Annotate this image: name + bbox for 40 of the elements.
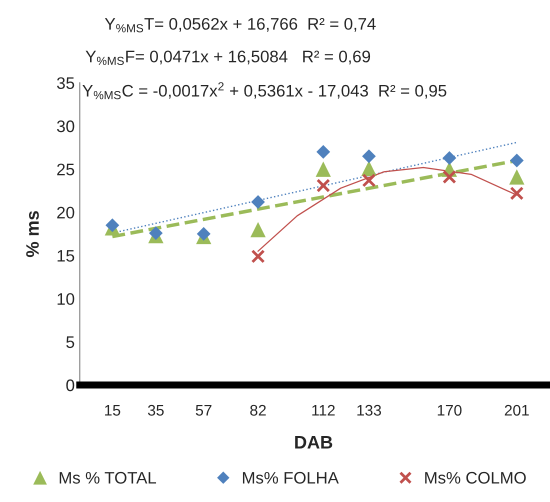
legend-label: Ms % TOTAL	[60, 472, 156, 484]
point	[442, 170, 456, 184]
y-axis-title: % ms	[26, 211, 39, 258]
x-tick-label: 82	[250, 404, 266, 416]
point	[316, 145, 330, 159]
y-tick-label: 0	[66, 379, 74, 392]
y-tick-label: 10	[58, 293, 74, 305]
point	[148, 226, 163, 240]
x-tick-label: 170	[438, 404, 462, 416]
point	[251, 249, 265, 264]
legend-label: Ms% COLMO	[425, 472, 526, 484]
point	[316, 178, 330, 193]
x-tick-label: 133	[357, 404, 382, 416]
point	[362, 149, 376, 164]
text: Y$_{%MS}$T= 0,0562x + 16,766 R² = 0,74	[104, 18, 376, 32]
x-axis-title: DAB	[295, 436, 332, 448]
x-tick-label: 201	[504, 404, 529, 416]
point	[250, 222, 266, 238]
x-tick-label: 15	[105, 405, 120, 416]
y-tick-label: 35	[56, 77, 74, 90]
point	[105, 218, 120, 232]
x-tick-label: 35	[148, 404, 164, 416]
y-tick-label: 15	[58, 250, 74, 262]
x-tick-label: 112	[312, 404, 335, 416]
point	[442, 151, 456, 165]
point	[316, 162, 331, 177]
y-tick-label: 5	[66, 336, 74, 348]
point	[510, 186, 524, 200]
point	[509, 169, 524, 185]
point	[196, 227, 211, 241]
annotation: Y$_{%MS}$C = -0,0017x$^{2}$ + 0,5361x - 17,043 R² = 0,95	[82, 82, 446, 100]
text: Y$_{%MS}$F= 0,0471x + 16,5084 R² = 0,69	[86, 50, 370, 66]
y-tick-label: 30	[56, 120, 74, 132]
x-tick-label: 57	[196, 405, 212, 416]
point	[251, 195, 265, 209]
point	[362, 173, 376, 188]
y-tick-label: 25	[57, 164, 74, 176]
point	[510, 154, 524, 168]
legend-label: Ms% FOLHA	[242, 472, 339, 484]
y-tick-label: 20	[57, 206, 74, 219]
